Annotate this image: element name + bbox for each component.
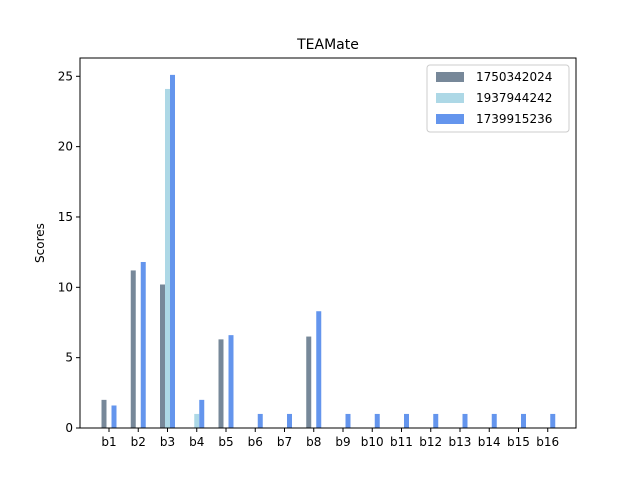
bar-b4-series-3 xyxy=(199,399,205,428)
x-tick-label-b10: b10 xyxy=(361,435,384,449)
x-tick-label-b11: b11 xyxy=(390,435,413,449)
x-tick-label-b2: b2 xyxy=(131,435,146,449)
x-tick-label-b16: b16 xyxy=(536,435,559,449)
bar-b15-series-3 xyxy=(521,413,526,428)
y-tick-label: 25 xyxy=(58,69,73,83)
legend-label-2: 1937944242 xyxy=(476,91,552,105)
bar-b13-series-3 xyxy=(462,413,468,428)
bar-b4-series-2 xyxy=(194,413,200,428)
bar-b12-series-3 xyxy=(433,413,439,428)
bar-b16-series-3 xyxy=(550,413,556,428)
y-tick-label: 15 xyxy=(58,210,73,224)
x-tick-label-b5: b5 xyxy=(218,435,233,449)
bar-b14-series-3 xyxy=(491,413,497,428)
x-tick-label-b15: b15 xyxy=(507,435,530,449)
x-tick-label-b8: b8 xyxy=(306,435,321,449)
y-tick-label: 20 xyxy=(58,140,73,154)
bar-b7-series-3 xyxy=(287,413,292,428)
bar-b11-series-3 xyxy=(404,413,409,428)
bar-b6-series-3 xyxy=(257,413,263,428)
x-tick-label-b9: b9 xyxy=(335,435,350,449)
chart-title: TEAMate xyxy=(296,37,359,53)
legend-swatch-1 xyxy=(436,72,464,82)
legend-swatch-3 xyxy=(436,114,464,124)
bars-layer xyxy=(101,74,556,429)
legend: 1750342024 1937944242 1739915236 xyxy=(426,64,570,133)
bar-b1-series-3 xyxy=(111,405,117,428)
bar-b2-series-1 xyxy=(130,270,136,428)
bar-b3-series-2 xyxy=(165,88,170,429)
legend-swatch-2 xyxy=(436,93,464,103)
y-tick-label: 5 xyxy=(65,351,73,365)
bar-b1-series-1 xyxy=(101,399,107,428)
bar-b5-series-3 xyxy=(228,335,234,428)
y-tick-label: 0 xyxy=(65,421,73,435)
x-tick-label-b12: b12 xyxy=(419,435,442,449)
bar-b3-series-1 xyxy=(160,284,165,428)
y-axis-label: Scores xyxy=(33,223,47,263)
y-axis: 0 5 10 15 20 25 xyxy=(58,69,80,435)
x-axis: b1 b2 b3 b4 b5 b6 b7 b8 b9 b10 b11 b12 b13 b14 b15 b16 xyxy=(101,428,559,449)
bar-b9-series-3 xyxy=(345,413,351,428)
bar-b8-series-1 xyxy=(306,336,312,428)
x-tick-label-b7: b7 xyxy=(277,435,292,449)
legend-label-3: 1739915236 xyxy=(476,112,552,126)
x-tick-label-b1: b1 xyxy=(101,435,116,449)
bar-b8-series-3 xyxy=(316,311,322,428)
bar-b3-series-3 xyxy=(170,74,175,428)
x-tick-label-b14: b14 xyxy=(478,435,501,449)
x-tick-label-b6: b6 xyxy=(248,435,263,449)
bar-b2-series-3 xyxy=(140,261,146,428)
bar-b10-series-3 xyxy=(374,413,380,428)
x-tick-label-b13: b13 xyxy=(449,435,472,449)
bar-b5-series-1 xyxy=(218,339,224,428)
y-tick-label: 10 xyxy=(58,280,73,294)
x-tick-label-b4: b4 xyxy=(189,435,204,449)
legend-label-1: 1750342024 xyxy=(476,70,552,84)
plot-frame xyxy=(79,57,577,429)
x-tick-label-b3: b3 xyxy=(160,435,175,449)
